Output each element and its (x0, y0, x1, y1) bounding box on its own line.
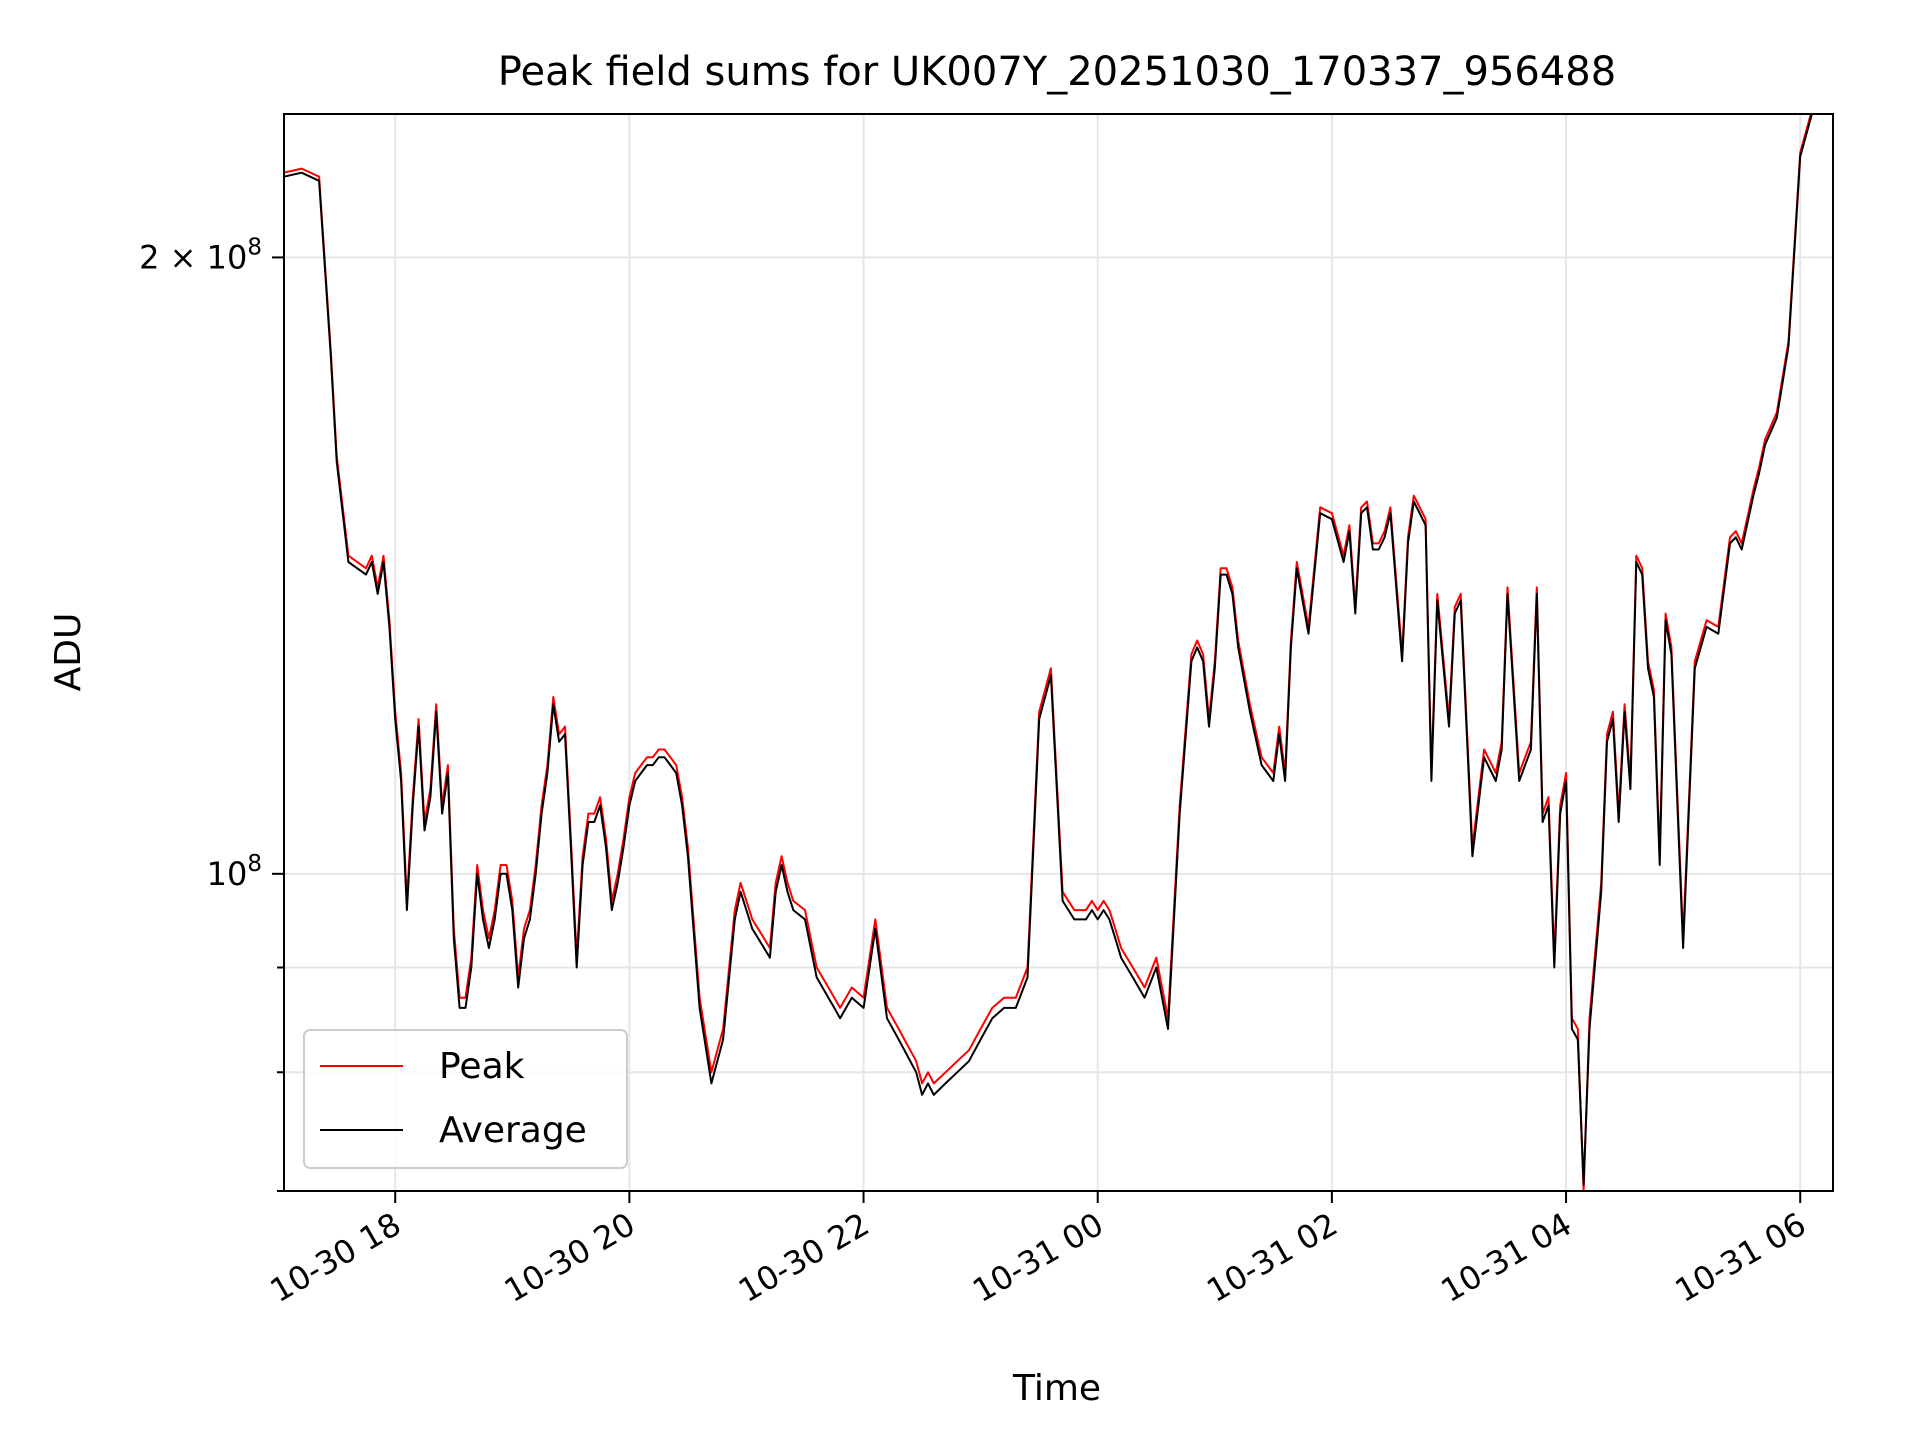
legend-box (303, 1029, 628, 1169)
legend-label-peak: Peak (439, 1046, 525, 1087)
x-axis-label: Time (1012, 1368, 1101, 1409)
legend-label-average: Average (439, 1110, 587, 1151)
y-tick-label-exponent: 8 (247, 234, 262, 260)
y-tick-label: 108 (207, 851, 262, 893)
y-tick-label-base: 10 (207, 855, 248, 893)
y-axis-label: ADU (48, 613, 89, 692)
y-tick-label: 2 × 108 (139, 234, 262, 276)
plot-area-frame (283, 113, 1834, 1192)
chart-title: Peak field sums for UK007Y_20251030_1703… (498, 49, 1616, 95)
series-layer (284, 114, 1813, 1191)
series-line-average (284, 114, 1813, 1186)
y-tick-label-exponent: 8 (247, 851, 262, 877)
y-tick-label-base: 2 × 10 (139, 238, 247, 276)
legend: Peak Average (303, 1029, 628, 1169)
